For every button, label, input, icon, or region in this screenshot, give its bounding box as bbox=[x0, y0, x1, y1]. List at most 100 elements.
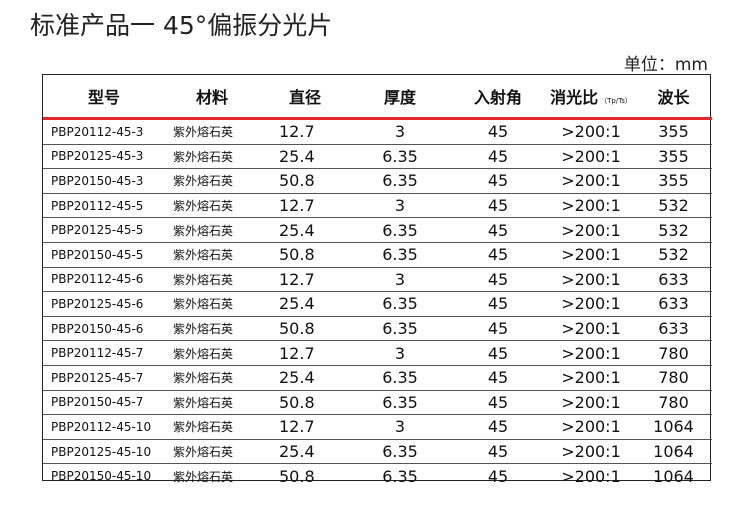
spec-table: 型号 材料 直径 厚度 入射角 消光比 （Tp/Ts） 波长 PBP20112-4… bbox=[42, 74, 712, 486]
material-cell: 紫外熔石英 bbox=[165, 217, 259, 243]
table-row: PBP20125-45-10 紫外熔石英 25.4 6.35 45 >200:1 1064 bbox=[43, 439, 712, 465]
angle-cell: 45 bbox=[449, 414, 547, 440]
header-ratio-sub: （Tp/Ts） bbox=[600, 97, 632, 105]
wavelength-cell: 1064 bbox=[635, 414, 712, 440]
thickness-cell: 6.35 bbox=[351, 168, 449, 194]
model-cell: PBP20112-45-7 bbox=[43, 340, 165, 366]
table-row: PBP20112-45-10 紫外熔石英 12.7 3 45 >200:1 1064 bbox=[43, 414, 712, 440]
material-cell: 紫外熔石英 bbox=[165, 144, 259, 170]
angle-cell: 45 bbox=[449, 439, 547, 465]
thickness-cell: 6.35 bbox=[351, 365, 449, 391]
header-ratio: 消光比 （Tp/Ts） bbox=[547, 75, 635, 120]
material-cell: 紫外熔石英 bbox=[165, 414, 259, 440]
wavelength-cell: 532 bbox=[635, 217, 712, 243]
angle-cell: 45 bbox=[449, 217, 547, 243]
diameter-cell: 25.4 bbox=[259, 365, 351, 391]
thickness-cell: 6.35 bbox=[351, 316, 449, 342]
model-cell: PBP20125-45-3 bbox=[43, 144, 165, 170]
unit-label: 单位：mm bbox=[623, 55, 708, 75]
ratio-cell: >200:1 bbox=[547, 267, 635, 293]
table-row: PBP20112-45-3 紫外熔石英 12.7 3 45 >200:1 355 bbox=[43, 118, 712, 145]
wavelength-cell: 532 bbox=[635, 193, 712, 219]
ratio-cell: >200:1 bbox=[547, 144, 635, 170]
table-row: PBP20125-45-5 紫外熔石英 25.4 6.35 45 >200:1 532 bbox=[43, 217, 712, 243]
angle-cell: 45 bbox=[487, 466, 509, 486]
table-row: PBP20125-45-7 紫外熔石英 25.4 6.35 45 >200:1 780 bbox=[43, 365, 712, 391]
material-cell: 紫外熔石英 bbox=[165, 267, 259, 293]
table-row: PBP20150-45-6 紫外熔石英 50.8 6.35 45 >200:1 633 bbox=[43, 316, 712, 342]
ratio-cell: >200:1 bbox=[547, 390, 635, 416]
header-material: 材料 bbox=[165, 75, 259, 120]
diameter-cell: 50.8 bbox=[259, 390, 351, 416]
diameter-cell: 50.8 bbox=[279, 466, 315, 486]
material-cell: 紫外熔石英 bbox=[165, 340, 259, 366]
diameter-cell: 50.8 bbox=[259, 316, 351, 342]
diameter-cell: 25.4 bbox=[259, 217, 351, 243]
wavelength-cell: 780 bbox=[635, 390, 712, 416]
diameter-cell: 12.7 bbox=[259, 193, 351, 219]
material-cell: 紫外熔石英 bbox=[165, 118, 259, 145]
table-row: PBP20112-45-6 紫外熔石英 12.7 3 45 >200:1 633 bbox=[43, 267, 712, 293]
ratio-cell: >200:1 bbox=[547, 414, 635, 440]
table-row: PBP20125-45-6 紫外熔石英 25.4 6.35 45 >200:1 633 bbox=[43, 291, 712, 317]
wavelength-cell: 633 bbox=[635, 291, 712, 317]
thickness-cell: 6.35 bbox=[351, 217, 449, 243]
model-cell: PBP20125-45-7 bbox=[43, 365, 165, 391]
header-diameter: 直径 bbox=[259, 75, 351, 120]
header-row: 型号 材料 直径 厚度 入射角 消光比 （Tp/Ts） 波长 bbox=[43, 75, 712, 120]
header-wavelength: 波长 bbox=[635, 75, 712, 120]
thickness-cell: 6.35 bbox=[351, 291, 449, 317]
material-cell: 紫外熔石英 bbox=[165, 390, 259, 416]
table-row: PBP20150-45-7 紫外熔石英 50.8 6.35 45 >200:1 780 bbox=[43, 390, 712, 416]
model-cell: PBP20112-45-6 bbox=[43, 267, 165, 293]
wavelength-cell: 532 bbox=[635, 242, 712, 268]
wavelength-cell: 780 bbox=[635, 340, 712, 366]
diameter-cell: 50.8 bbox=[259, 168, 351, 194]
angle-cell: 45 bbox=[449, 365, 547, 391]
angle-cell: 45 bbox=[449, 168, 547, 194]
thickness-cell: 3 bbox=[351, 193, 449, 219]
ratio-cell: >200:1 bbox=[547, 316, 635, 342]
ratio-cell: >200:1 bbox=[547, 291, 635, 317]
angle-cell: 45 bbox=[449, 118, 547, 145]
angle-cell: 45 bbox=[449, 340, 547, 366]
thickness-cell: 3 bbox=[351, 414, 449, 440]
wavelength-cell: 1064 bbox=[653, 466, 694, 486]
angle-cell: 45 bbox=[449, 316, 547, 342]
header-thickness: 厚度 bbox=[351, 75, 449, 120]
wavelength-cell: 633 bbox=[635, 267, 712, 293]
model-cell: PBP20125-45-10 bbox=[43, 439, 165, 465]
model-cell: PBP20150-45-3 bbox=[43, 168, 165, 194]
ratio-cell: >200:1 bbox=[547, 193, 635, 219]
thickness-cell: 3 bbox=[351, 267, 449, 293]
thickness-cell: 6.35 bbox=[351, 242, 449, 268]
diameter-cell: 12.7 bbox=[259, 267, 351, 293]
ratio-cell: >200:1 bbox=[547, 118, 635, 145]
wavelength-cell: 780 bbox=[635, 365, 712, 391]
ratio-cell: >200:1 bbox=[547, 217, 635, 243]
table-row: PBP20150-45-5 紫外熔石英 50.8 6.35 45 >200:1 532 bbox=[43, 242, 712, 268]
angle-cell: 45 bbox=[449, 144, 547, 170]
thickness-cell: 6.35 bbox=[351, 144, 449, 170]
header-model: 型号 bbox=[43, 75, 165, 120]
thickness-cell: 3 bbox=[351, 340, 449, 366]
model-cell: PBP20112-45-5 bbox=[43, 193, 165, 219]
diameter-cell: 12.7 bbox=[259, 340, 351, 366]
model-cell: PBP20150-45-10 bbox=[51, 469, 152, 484]
diameter-cell: 50.8 bbox=[259, 242, 351, 268]
ratio-cell: >200:1 bbox=[561, 466, 621, 486]
wavelength-cell: 355 bbox=[635, 118, 712, 145]
table-row: PBP20125-45-3 紫外熔石英 25.4 6.35 45 >200:1 355 bbox=[43, 144, 712, 170]
thickness-cell: 6.35 bbox=[351, 439, 449, 465]
material-cell: 紫外熔石英 bbox=[165, 168, 259, 194]
model-cell: PBP20125-45-5 bbox=[43, 217, 165, 243]
model-cell: PBP20112-45-10 bbox=[43, 414, 165, 440]
thickness-cell: 3 bbox=[351, 118, 449, 145]
material-cell: 紫外熔石英 bbox=[173, 469, 234, 484]
thickness-cell: 6.35 bbox=[351, 390, 449, 416]
table-row: PBP20150-45-10 紫外熔石英 50.8 6.35 45 >200:1 1064 bbox=[43, 464, 712, 488]
diameter-cell: 25.4 bbox=[259, 439, 351, 465]
page-title: 标准产品一 45°偏振分光片 bbox=[30, 11, 333, 40]
diameter-cell: 12.7 bbox=[259, 414, 351, 440]
diameter-cell: 25.4 bbox=[259, 144, 351, 170]
